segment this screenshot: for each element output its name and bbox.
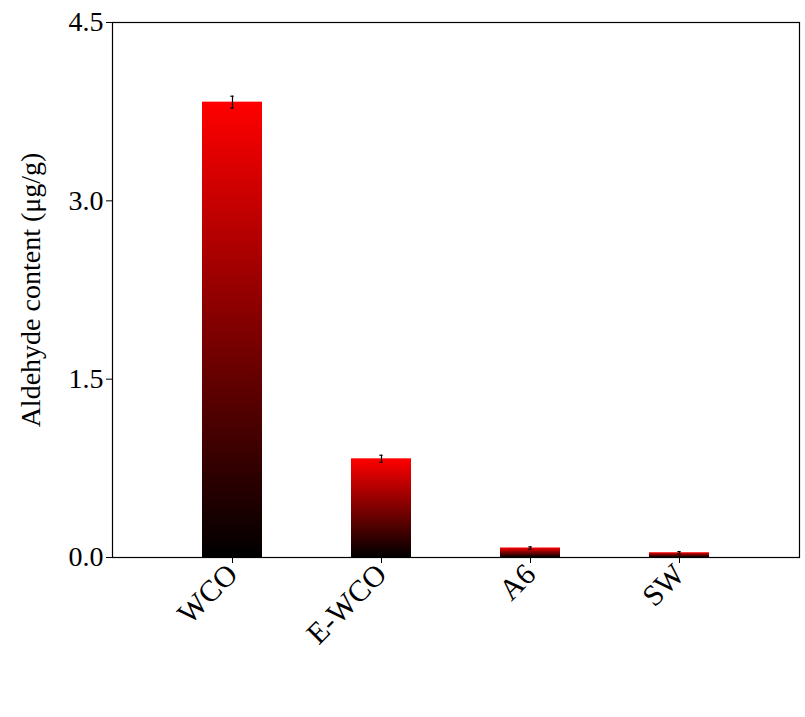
svg-text:Aldehyde content (μg/g): Aldehyde content (μg/g) — [15, 153, 46, 428]
svg-text:4.5: 4.5 — [69, 6, 104, 37]
svg-text:1.5: 1.5 — [69, 363, 104, 394]
svg-text:E-WCO: E-WCO — [300, 557, 393, 650]
svg-text:A6: A6 — [492, 557, 541, 606]
svg-text:0.0: 0.0 — [69, 541, 104, 572]
svg-text:3.0: 3.0 — [69, 185, 104, 216]
svg-text:SW: SW — [635, 557, 691, 613]
svg-text:WCO: WCO — [171, 557, 244, 630]
